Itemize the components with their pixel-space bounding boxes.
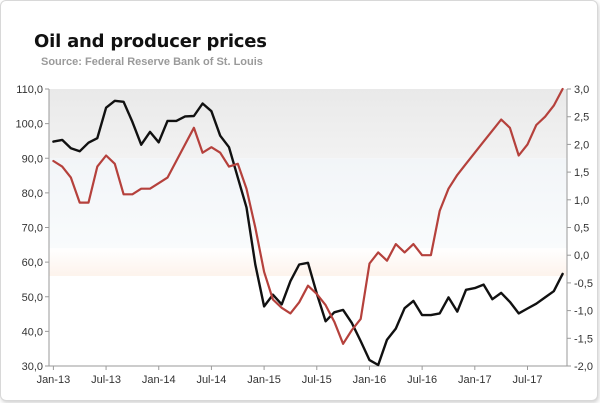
- y-right-tick-label: -1,5: [574, 333, 593, 345]
- x-tick-label: Jul-15: [302, 374, 332, 386]
- y-right-tick-label: 2,0: [574, 139, 589, 151]
- y-right-tick-label: 1,5: [574, 167, 589, 179]
- y-left-tick-label: 70,0: [22, 223, 43, 235]
- y-right-tick-label: 0,0: [574, 250, 589, 262]
- y-left-tick-label: 60,0: [22, 257, 43, 269]
- y-right-tick-label: 1,0: [574, 195, 589, 207]
- x-tick-label: Jan-17: [458, 374, 492, 386]
- y-right-tick-label: 0,5: [574, 223, 589, 235]
- x-tick-label: Jan-14: [142, 374, 176, 386]
- y-right-tick-label: -2,0: [574, 361, 593, 373]
- chart-subtitle: Source: Federal Reserve Bank of St. Loui…: [41, 56, 263, 68]
- y-right-tick-label: 3,0: [574, 84, 589, 96]
- plot-band-middle: [49, 158, 567, 249]
- y-left-tick-label: 80,0: [22, 188, 43, 200]
- plot-band-upper: [49, 89, 567, 159]
- y-left-tick-label: 50,0: [22, 292, 43, 304]
- y-left-tick-label: 100,0: [15, 119, 43, 131]
- x-tick-label: Jan-13: [37, 374, 71, 386]
- y-right-tick-label: -0,5: [574, 278, 593, 290]
- oil-price-line: [52, 99, 564, 367]
- x-tick-label: Jul-14: [196, 374, 226, 386]
- x-tick-label: Jul-13: [91, 374, 121, 386]
- y-right-tick-label: 2,5: [574, 112, 589, 124]
- y-left-tick-label: 30,0: [22, 361, 43, 373]
- x-tick-label: Jul-16: [407, 374, 437, 386]
- x-tick-label: Jul-17: [513, 374, 543, 386]
- y-left-tick-label: 40,0: [22, 326, 43, 338]
- producer-price-line: [52, 87, 564, 345]
- y-left-tick-label: 90,0: [22, 153, 43, 165]
- y-right-tick-label: -1,0: [574, 306, 593, 318]
- chart-title: Oil and producer prices: [34, 31, 267, 52]
- y-left-tick-label: 110,0: [16, 84, 43, 96]
- x-tick-label: Jan-15: [247, 374, 281, 386]
- x-tick-label: Jan-16: [353, 374, 387, 386]
